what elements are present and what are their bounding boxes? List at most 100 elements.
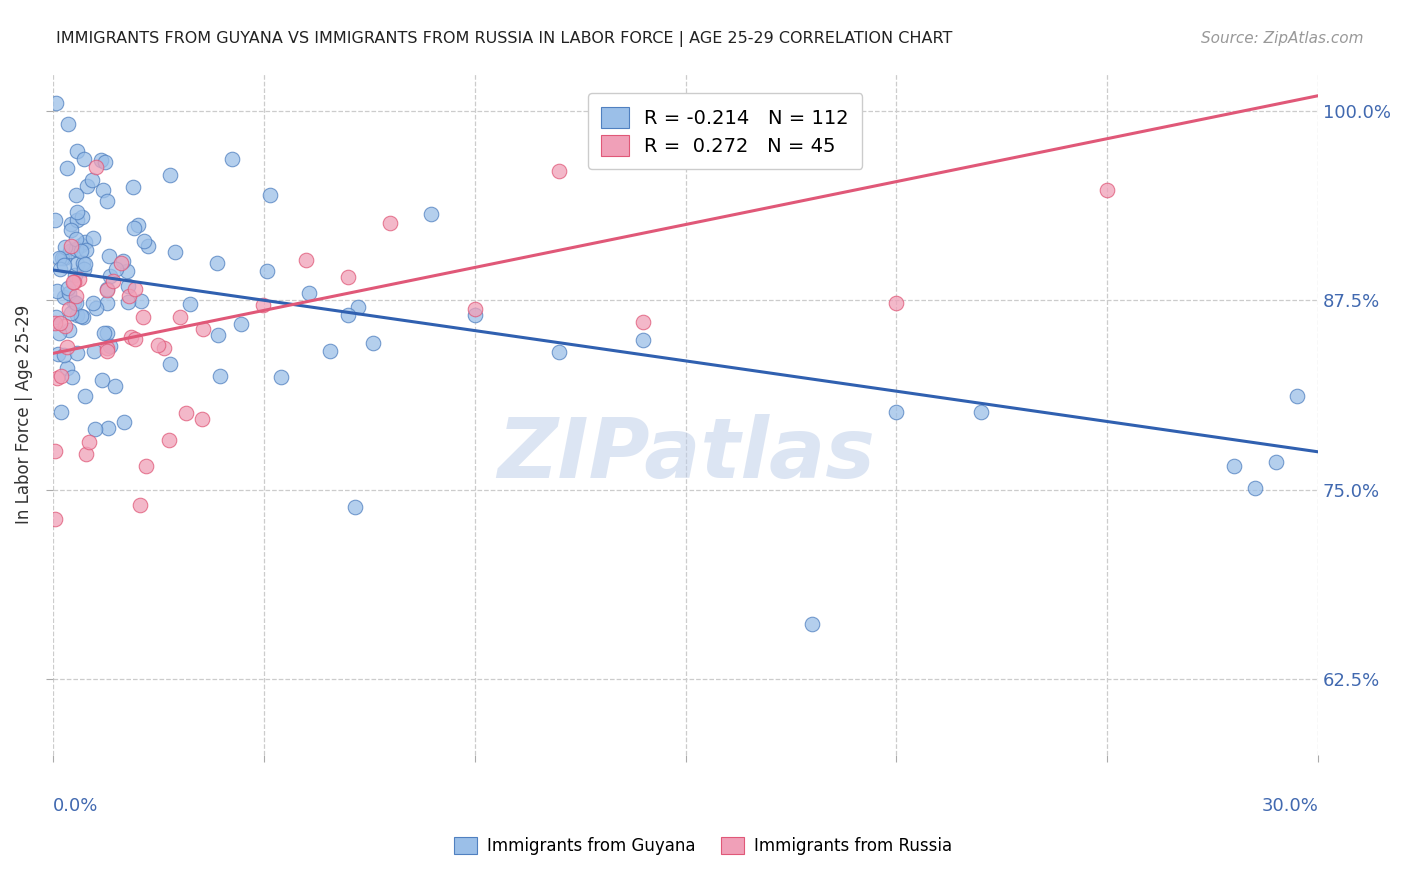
Point (45, 371, 67, 385)
Point (84, 160, 107, 174)
Point (886, 404, 908, 418)
Point (73, 153, 96, 167)
Point (124, 333, 146, 347)
Point (63, 268, 86, 282)
Point (259, 188, 281, 202)
Point (46, 347, 69, 361)
Point (298, 286, 321, 301)
Point (256, 264, 278, 278)
Point (84, 422, 107, 436)
Point (58, 323, 80, 337)
Point (62, 275, 84, 289)
Point (207, 328, 229, 343)
Point (159, 357, 181, 371)
Point (56, 361, 79, 376)
Point (70, 211, 93, 225)
Point (83, 344, 105, 359)
Legend: Immigrants from Guyana, Immigrants from Russia: Immigrants from Guyana, Immigrants from … (447, 830, 959, 862)
Point (75, 235, 97, 250)
Point (343, 500, 366, 514)
Point (53, 318, 76, 333)
Point (58, 285, 80, 300)
Point (56, 340, 79, 354)
Point (63, 275, 86, 289)
Point (132, 310, 155, 325)
Point (337, 269, 360, 284)
Point (319, 344, 342, 359)
Point (295, 253, 318, 268)
Point (134, 234, 156, 248)
Point (76, 178, 98, 193)
Point (252, 298, 274, 312)
Point (208, 369, 231, 384)
Point (159, 168, 181, 182)
Point (179, 297, 201, 311)
Point (59, 306, 82, 320)
Legend: R = -0.214   N = 112, R =  0.272   N = 45: R = -0.214 N = 112, R = 0.272 N = 45 (588, 93, 862, 169)
Point (45, 310, 67, 324)
Point (65, 296, 87, 310)
Point (633, 333, 655, 347)
Point (93, 326, 115, 341)
Point (420, 207, 443, 221)
Point (380, 216, 402, 230)
Point (163, 244, 186, 259)
Point (48, 326, 70, 340)
Point (193, 322, 215, 336)
Point (93, 155, 115, 169)
Text: IMMIGRANTS FROM GUYANA VS IMMIGRANTS FROM RUSSIA IN LABOR FORCE | AGE 25-29 CORR: IMMIGRANTS FROM GUYANA VS IMMIGRANTS FRO… (56, 31, 953, 47)
Point (153, 341, 176, 355)
Point (66, 257, 89, 271)
Point (633, 315, 655, 329)
Point (90, 373, 112, 387)
Point (548, 345, 571, 359)
Point (135, 458, 157, 473)
Point (90, 153, 112, 167)
Point (120, 330, 142, 344)
Point (65, 232, 87, 246)
Point (122, 180, 145, 194)
Point (72, 256, 94, 270)
Point (51, 251, 73, 265)
Point (270, 369, 292, 384)
Point (124, 221, 146, 235)
Point (75, 243, 97, 257)
Point (548, 164, 571, 178)
Point (53, 240, 76, 254)
Point (191, 412, 214, 426)
Point (96, 281, 118, 295)
Point (101, 274, 124, 288)
Point (117, 279, 139, 293)
Point (347, 300, 370, 314)
Point (44, 512, 66, 526)
Text: 30.0%: 30.0% (1261, 797, 1319, 814)
Point (53, 251, 76, 265)
Point (1097, 183, 1119, 197)
Point (464, 309, 486, 323)
Point (51, 405, 73, 419)
Point (361, 336, 384, 351)
Point (73, 261, 96, 276)
Point (59, 238, 82, 252)
Point (65, 289, 87, 303)
Point (58, 301, 80, 316)
Point (48, 251, 70, 265)
Text: 0.0%: 0.0% (53, 797, 98, 814)
Point (136, 238, 159, 252)
Point (96, 194, 118, 208)
Point (66, 308, 89, 322)
Point (98, 339, 121, 353)
Point (44, 316, 66, 330)
Point (117, 294, 139, 309)
Point (65, 188, 87, 202)
Point (96, 341, 118, 355)
Text: ZIPatlas: ZIPatlas (496, 415, 875, 495)
Point (118, 289, 141, 303)
Point (157, 433, 180, 447)
Point (96, 326, 118, 341)
Point (65, 204, 87, 219)
Point (1286, 388, 1309, 402)
Point (1265, 455, 1288, 469)
Point (53, 290, 76, 304)
Point (65, 242, 87, 256)
